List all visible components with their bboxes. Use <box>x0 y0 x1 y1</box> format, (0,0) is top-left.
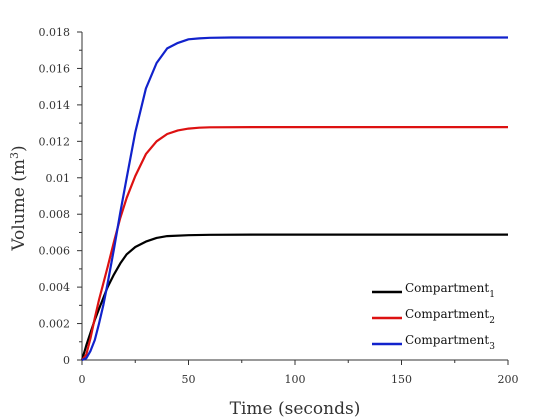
legend-label-2: Compartment2 <box>405 307 495 326</box>
y-axis-title: Volume (m3) <box>8 145 29 251</box>
y-axis-title-main: Volume (m <box>9 159 29 252</box>
y-tick-label: 0.014 <box>39 99 71 112</box>
y-tick-label: 0.012 <box>39 135 71 148</box>
series-line-2 <box>81 126 508 361</box>
legend-label-3: Compartment3 <box>405 333 495 352</box>
y-tick-label: 0 <box>63 354 70 367</box>
y-tick-label: 0.018 <box>39 26 71 39</box>
y-tick-label: 0.01 <box>46 172 71 185</box>
tick-marks <box>77 31 509 365</box>
x-tick-label: 200 <box>498 373 519 386</box>
x-tick-label: 150 <box>391 373 412 386</box>
legend-label-subscript-2: 2 <box>489 316 495 326</box>
x-tick-label: 50 <box>182 373 196 386</box>
y-axis-title-close: ) <box>9 145 29 152</box>
legend: Compartment1 Compartment2 Compartment3 <box>372 281 495 352</box>
y-tick-label: 0.002 <box>39 318 71 331</box>
series-line-3 <box>81 36 508 362</box>
y-tick-label: 0.006 <box>39 245 71 258</box>
legend-label-subscript-3: 3 <box>489 342 495 352</box>
legend-label-subscript-1: 1 <box>489 290 495 300</box>
tick-labels: 0 50 100 150 200 0 0.002 0.004 0.006 0.008 0.01 0.0… <box>39 26 519 386</box>
legend-label-1: Compartment1 <box>405 281 495 300</box>
y-tick-label: 0.008 <box>39 208 71 221</box>
x-axis-title: Time (seconds) <box>230 399 361 419</box>
y-tick-label: 0.016 <box>39 62 71 75</box>
x-tick-label: 0 <box>79 373 86 386</box>
y-tick-label: 0.004 <box>39 281 71 294</box>
series-lines <box>80 36 508 362</box>
x-tick-label: 100 <box>285 373 306 386</box>
y-axis-title-sup: 3 <box>8 152 21 159</box>
